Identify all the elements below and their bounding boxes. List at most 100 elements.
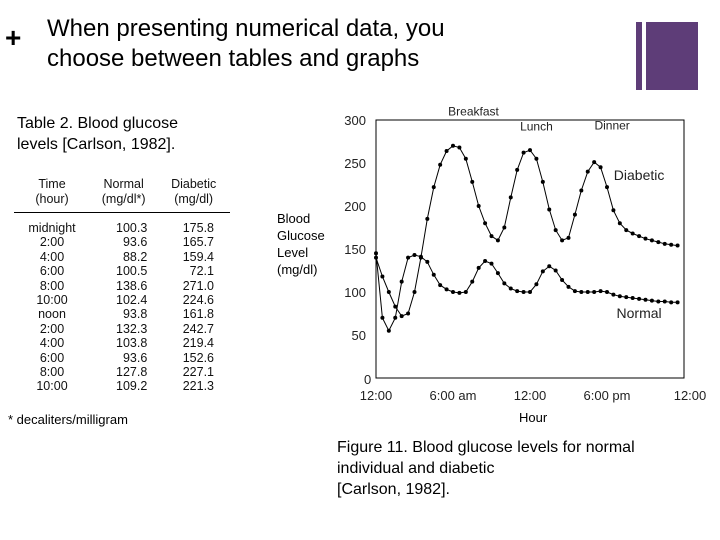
- accent-bar-wide: [646, 22, 698, 90]
- data-point: [463, 156, 468, 161]
- table-row: noon 93.8 161.8: [14, 307, 230, 321]
- table-row: 2:00 132.3 242.7: [14, 322, 230, 336]
- data-point: [425, 259, 430, 264]
- series-label-normal: Normal: [617, 305, 662, 321]
- cell-normal: 93.6: [122, 235, 148, 250]
- data-point: [598, 165, 603, 170]
- cell-normal: 127.8: [116, 365, 148, 380]
- data-point: [534, 282, 539, 287]
- data-point: [572, 289, 577, 294]
- data-point: [399, 279, 404, 284]
- data-point: [521, 150, 526, 155]
- data-point: [508, 195, 513, 200]
- cell-time: 6:00: [39, 264, 65, 279]
- data-point: [399, 314, 404, 319]
- slide-title-line-2: choose between tables and graphs: [47, 45, 420, 72]
- table-row: 6:00 100.5 72.1: [14, 264, 230, 278]
- data-point: [508, 286, 513, 291]
- data-point: [412, 253, 417, 258]
- y-tick-label: 150: [344, 242, 366, 257]
- table-row: midnight 100.3 175.8: [14, 213, 230, 236]
- cell-diabetic: 175.8: [182, 221, 214, 235]
- meal-annotation: Breakfast: [448, 105, 499, 119]
- data-point: [444, 148, 449, 153]
- table-row: 10:00 102.4 224.6: [14, 293, 230, 307]
- data-point: [483, 259, 488, 264]
- data-point: [374, 251, 378, 256]
- table-row: 10:00 109.2 221.3: [14, 379, 230, 393]
- slide-title: When presenting numerical data, you choo…: [47, 14, 445, 74]
- data-point: [566, 284, 571, 289]
- data-point: [572, 212, 577, 217]
- data-point: [380, 274, 385, 279]
- data-point: [380, 315, 385, 320]
- data-point: [605, 185, 609, 190]
- x-tick-label: 6:00 pm: [584, 388, 631, 403]
- cell-diabetic: 159.4: [182, 249, 214, 264]
- y-tick-label: 100: [344, 285, 366, 300]
- data-point: [649, 298, 654, 303]
- data-point: [502, 225, 507, 230]
- data-point: [547, 264, 552, 269]
- cell-diabetic: 152.6: [182, 350, 214, 365]
- data-point: [540, 269, 545, 274]
- cell-time: 4:00: [39, 249, 65, 264]
- table-row: 2:00 93.6 165.7: [14, 235, 230, 249]
- data-point: [431, 272, 436, 277]
- y-tick-label: 250: [344, 156, 366, 171]
- data-point: [515, 167, 520, 172]
- glucose-table: Time (hour) Normal (mg/dl*) Diabetic (mg/dl…: [14, 175, 230, 394]
- data-point: [476, 204, 481, 208]
- data-point: [617, 294, 622, 299]
- x-tick-label: 12:00: [360, 388, 393, 403]
- data-point: [662, 299, 667, 304]
- data-point: [624, 295, 629, 300]
- data-point: [598, 289, 603, 294]
- cell-time: 2:00: [39, 321, 65, 336]
- cell-normal: 138.6: [116, 278, 148, 293]
- cell-diabetic: 72.1: [189, 264, 214, 279]
- table-row: 4:00 103.8 219.4: [14, 336, 230, 350]
- data-point: [592, 290, 597, 294]
- data-point: [457, 145, 462, 150]
- data-point: [502, 281, 507, 286]
- data-point: [540, 179, 545, 184]
- data-point: [553, 228, 558, 233]
- table-row: 4:00 88.2 159.4: [14, 250, 230, 264]
- data-point: [662, 241, 667, 246]
- chart-x-axis-label: Hour: [519, 410, 548, 425]
- data-point: [669, 300, 674, 305]
- cell-time: 8:00: [39, 365, 65, 380]
- bullet-plus-icon: +: [5, 22, 22, 53]
- data-point: [489, 234, 494, 239]
- data-point: [412, 290, 417, 294]
- data-point: [579, 290, 584, 294]
- cell-normal: 93.8: [122, 307, 148, 322]
- data-point: [495, 238, 500, 243]
- data-point: [637, 234, 642, 239]
- data-point: [406, 311, 411, 316]
- data-point: [579, 188, 584, 193]
- y-tick-label: 200: [344, 199, 366, 214]
- data-point: [489, 261, 494, 266]
- cell-normal: 100.5: [116, 264, 148, 279]
- data-point: [528, 290, 532, 294]
- data-point: [463, 290, 468, 294]
- data-point: [476, 265, 481, 270]
- y-tick-label: 300: [344, 113, 366, 128]
- cell-time: 10:00: [36, 379, 68, 394]
- cell-normal: 109.2: [116, 379, 148, 394]
- data-point: [669, 242, 674, 247]
- data-point: [418, 254, 423, 259]
- data-point: [451, 290, 455, 294]
- data-point: [630, 231, 635, 236]
- table-row: 8:00 138.6 271.0: [14, 279, 230, 293]
- data-point: [438, 162, 443, 167]
- cell-diabetic: 242.7: [182, 321, 214, 336]
- cell-normal: 88.2: [122, 249, 148, 264]
- data-point: [444, 287, 449, 292]
- cell-diabetic: 161.8: [182, 307, 214, 322]
- table-caption-line-1: Table 2. Blood glucose: [17, 115, 178, 132]
- data-point: [643, 297, 648, 302]
